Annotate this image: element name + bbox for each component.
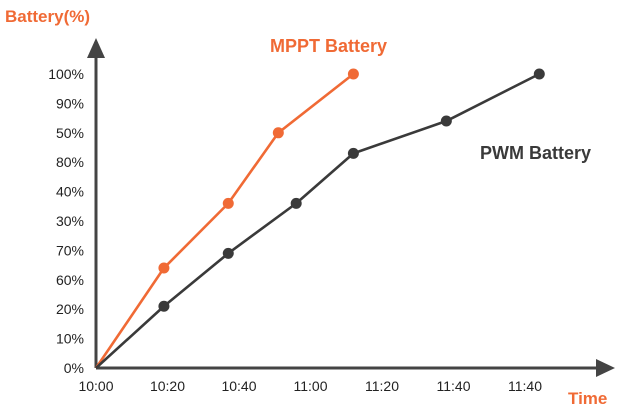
x-tick-label: 10:00 <box>78 378 113 394</box>
x-tick-label: 11:00 <box>294 378 328 394</box>
x-axis-ticks: 10:00 10:20 10:40 11:00 11:20 11:40 11:40 <box>78 378 542 394</box>
x-tick-label: 11:40 <box>437 378 471 394</box>
x-tick-label: 11:20 <box>365 378 399 394</box>
y-tick-label: 20% <box>56 301 84 317</box>
mppt-point <box>222 197 234 209</box>
x-axis-title: Time <box>568 389 607 408</box>
x-tick-label: 10:40 <box>221 378 256 394</box>
y-tick-label: 40% <box>56 184 84 200</box>
pwm-point <box>533 68 545 80</box>
y-tick-label: 50% <box>56 125 84 141</box>
y-tick-label: 80% <box>56 154 84 170</box>
mppt-line <box>94 72 355 369</box>
y-axis-ticks: 0% 10% 20% 60% 70% 30% 40% 80% 50% 90% 100% <box>48 66 84 376</box>
pwm-series <box>95 68 545 369</box>
y-tick-label: 90% <box>56 95 84 111</box>
y-axis-title: Battery(%) <box>5 7 90 26</box>
chart-axes <box>87 38 615 377</box>
pwm-point <box>222 247 234 259</box>
x-tick-label: 11:40 <box>508 378 542 394</box>
series-layer <box>94 68 545 369</box>
x-tick-label: 10:20 <box>150 378 185 394</box>
mppt-series <box>94 68 359 369</box>
pwm-point <box>290 197 302 209</box>
pwm-series-label: PWM Battery <box>480 143 591 163</box>
y-tick-label: 70% <box>56 242 84 258</box>
x-axis-arrow <box>596 359 615 377</box>
y-tick-label: 30% <box>56 213 84 229</box>
y-axis-arrow <box>87 38 105 58</box>
pwm-line <box>95 72 540 369</box>
y-tick-label: 60% <box>56 272 84 288</box>
pwm-point <box>158 300 170 312</box>
y-tick-label: 0% <box>64 360 84 376</box>
mppt-point <box>158 262 170 274</box>
pwm-point <box>440 115 452 127</box>
mppt-series-label: MPPT Battery <box>270 36 387 56</box>
mppt-point <box>347 68 359 80</box>
mppt-point <box>272 127 284 139</box>
y-tick-label: 100% <box>48 66 84 82</box>
y-tick-label: 10% <box>56 331 84 347</box>
pwm-point <box>347 147 359 159</box>
